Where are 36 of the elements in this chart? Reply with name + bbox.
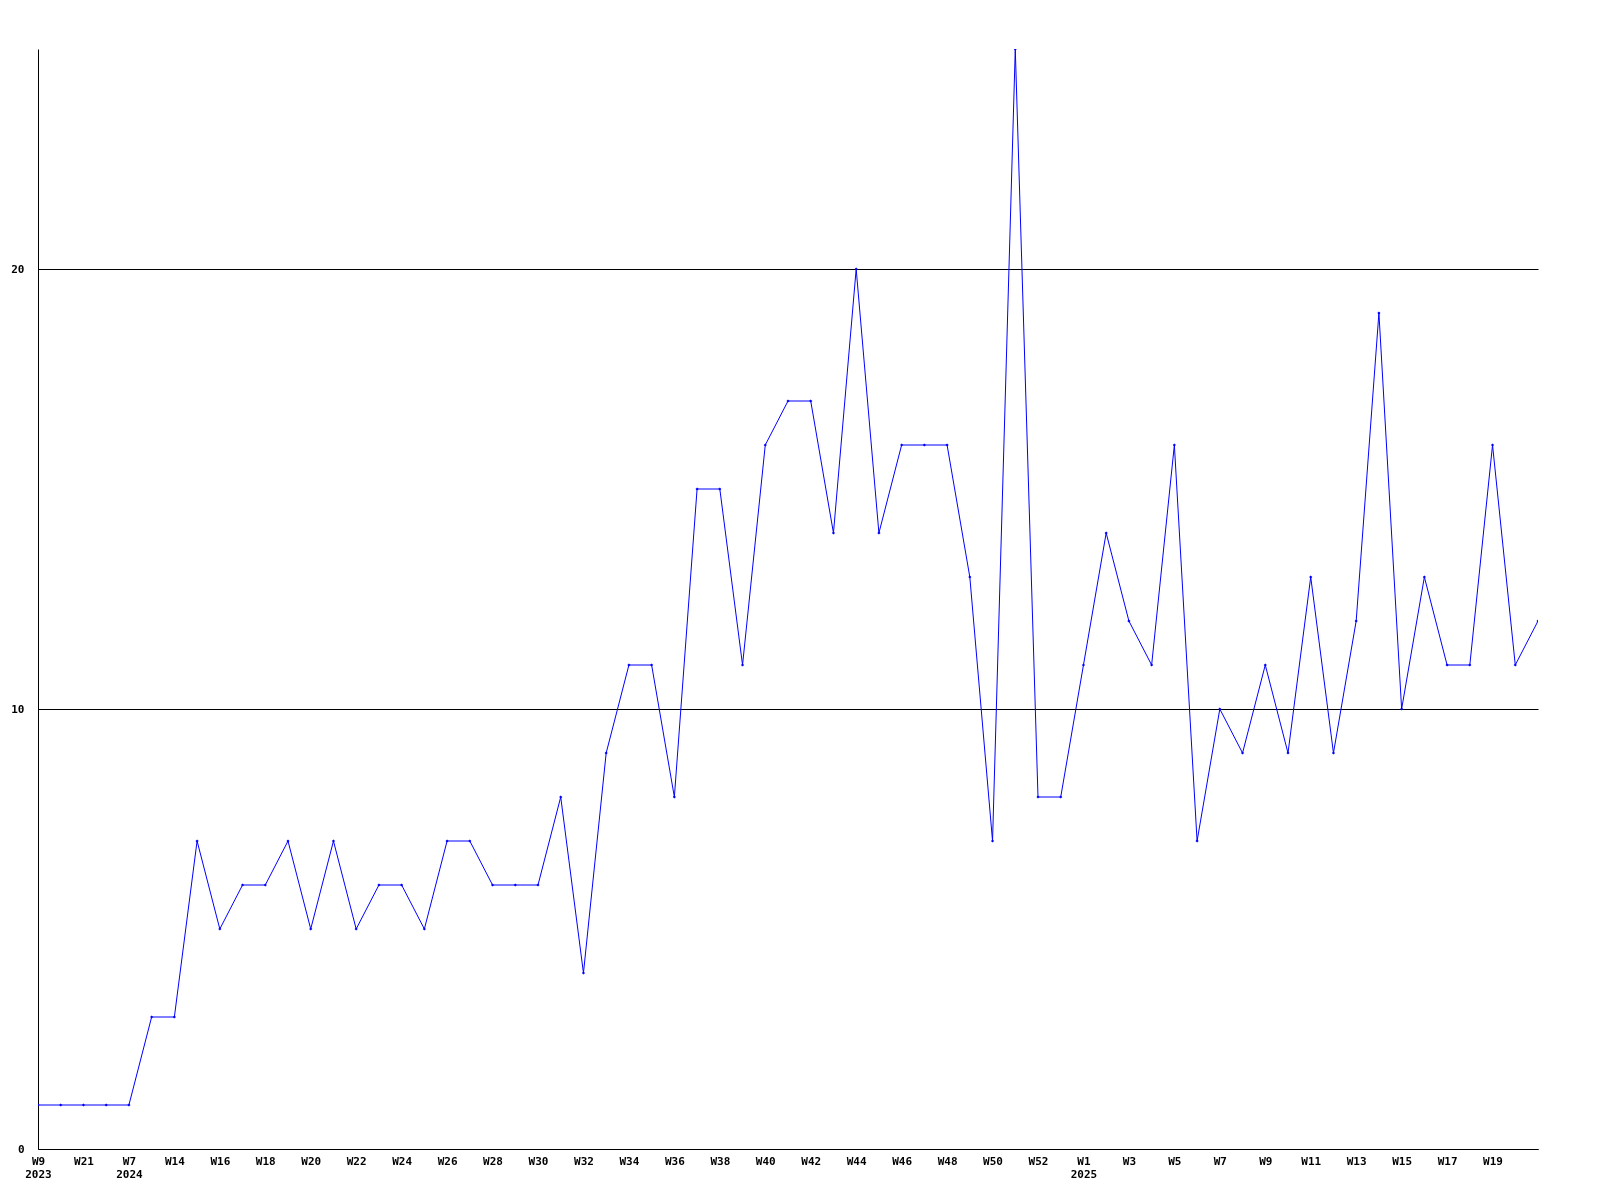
x-tick-label: W32 [574,1154,594,1168]
x-tick-label: W18 [255,1154,276,1168]
y-tick-label: 20 [11,262,25,276]
x-tick-label: W36 [664,1154,686,1168]
x-tick-label: W11 [1301,1154,1322,1168]
x-tick-label: W16 [210,1154,231,1168]
y-tick-label: 0 [17,1142,25,1156]
x-tick-label: W48 [937,1154,958,1168]
y-tick-label: 10 [11,702,25,716]
x-tick-label: W26 [437,1154,458,1168]
x-tick-label: W13 [1346,1154,1367,1168]
x-tick-label: W50 [983,1154,1003,1168]
x-tick-label: W7 2024 [116,1154,144,1181]
x-tick-label: W19 [1483,1154,1503,1168]
x-tick-label: W5 [1168,1154,1182,1168]
x-tick-label: W34 [619,1154,640,1168]
x-tick-label: W38 [710,1154,731,1168]
x-tick-label: W24 [392,1154,413,1168]
x-tick-label: W22 [346,1154,367,1168]
x-tick-label: W28 [483,1154,503,1168]
x-tick-label: W9 2023 [25,1154,52,1181]
x-tick-label: W21 [74,1154,95,1168]
x-tick-label: W40 [755,1154,776,1168]
x-tick-label: W42 [801,1154,822,1168]
x-tick-label: W20 [301,1154,322,1168]
x-tick-label: W15 [1392,1154,1413,1168]
x-tick-label: W1 2025 [1070,1154,1098,1181]
x-tick-label: W9 [1259,1154,1273,1168]
x-tick-label: W3 [1122,1154,1137,1168]
x-tick-label: W17 [1437,1154,1458,1168]
x-tick-label: W30 [528,1154,549,1168]
x-tick-label: W7 [1213,1154,1227,1168]
x-tick-label: W46 [892,1154,913,1168]
x-tick-label: W14 [164,1154,186,1168]
x-tick-label: W52 [1028,1154,1049,1168]
x-tick-label: W44 [846,1154,867,1168]
